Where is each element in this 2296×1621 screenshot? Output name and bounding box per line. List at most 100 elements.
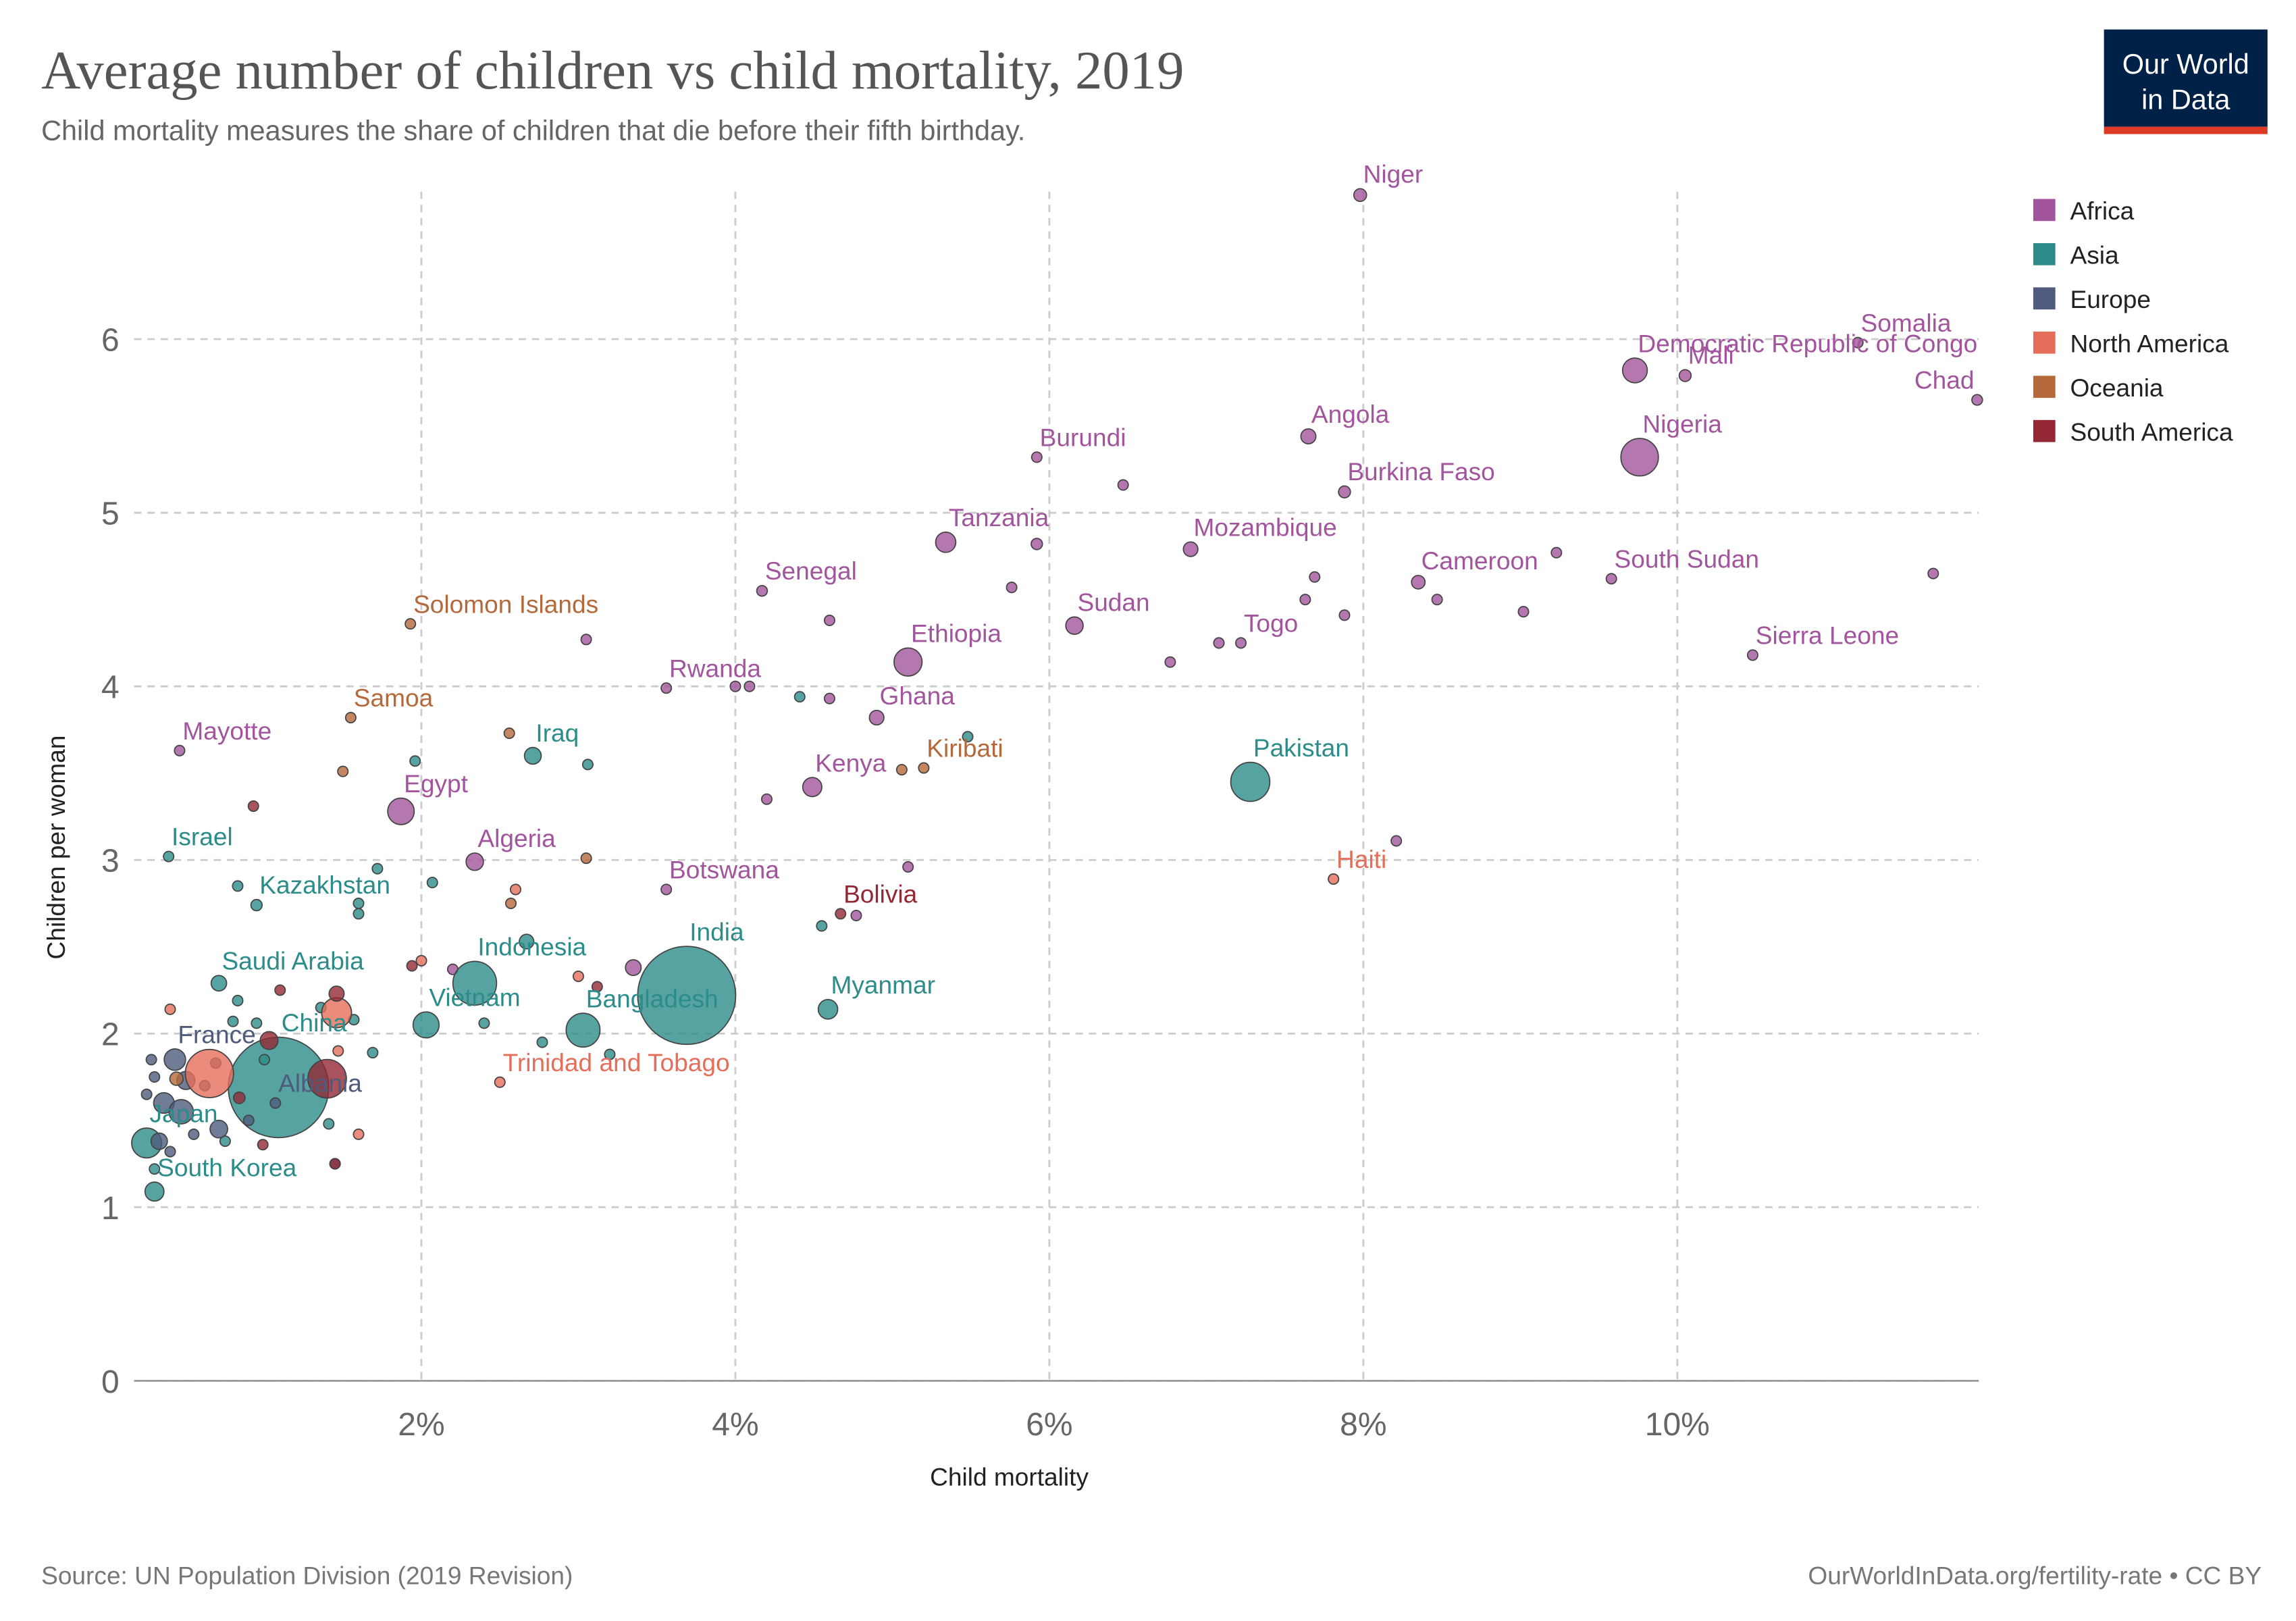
point-label: Mozambique — [1194, 513, 1337, 542]
bubble — [210, 975, 228, 992]
bubble — [802, 777, 823, 798]
bubble — [1550, 546, 1563, 559]
point-label: Bolivia — [843, 880, 918, 908]
bubble — [816, 920, 828, 932]
bubble — [353, 908, 365, 920]
point-label: France — [178, 1020, 255, 1048]
point-label: Albania — [278, 1069, 362, 1098]
bubble — [581, 758, 594, 771]
point-label: Myanmar — [831, 971, 935, 999]
legend-swatch — [2033, 287, 2056, 310]
bubble — [835, 908, 847, 920]
bubble — [150, 1132, 168, 1150]
bubble — [580, 852, 592, 865]
bubble — [1927, 567, 1939, 580]
bubble — [1431, 594, 1443, 606]
bubble — [591, 981, 603, 993]
bubble — [850, 909, 862, 922]
bubble — [604, 1048, 616, 1060]
bubble — [426, 877, 438, 889]
bubble — [1300, 428, 1317, 445]
bubble — [743, 680, 756, 692]
bubble — [962, 731, 974, 743]
bubble — [823, 692, 835, 704]
point-label: India — [689, 917, 744, 946]
bubble — [572, 970, 584, 982]
bubble — [918, 762, 930, 774]
bubble — [1411, 575, 1426, 590]
point-label: Senegal — [765, 557, 857, 585]
bubble — [729, 680, 741, 692]
point-label: Indonesia — [477, 933, 586, 961]
y-tick-label: 2 — [101, 1017, 120, 1053]
bubble — [494, 1076, 506, 1088]
legend-label: Europe — [2070, 285, 2151, 313]
bubble — [232, 994, 244, 1006]
bubble — [163, 850, 175, 863]
y-tick-label: 4 — [101, 670, 120, 706]
bubble — [756, 585, 768, 597]
bubble — [344, 711, 357, 723]
bubble — [580, 634, 592, 646]
bubble — [269, 1097, 282, 1109]
point-label: Chad — [1914, 366, 1975, 394]
grid: 2% 4% 6% 8% 10% 0 1 2 3 4 5 6 — [101, 191, 1979, 1443]
point-label: Pakistan — [1253, 734, 1349, 762]
point-label: Sierra Leone — [1756, 621, 1899, 650]
bubble — [232, 1091, 246, 1104]
y-tick-label: 3 — [101, 844, 120, 879]
bubble — [169, 1071, 184, 1086]
point-label: South Sudan — [1615, 544, 1759, 573]
bubble — [307, 1058, 347, 1099]
legend-swatch — [2033, 331, 2056, 354]
point-label: Saudi Arabia — [221, 947, 364, 975]
bubble — [523, 746, 542, 765]
point-label: Mayotte — [182, 717, 271, 745]
bubble — [164, 1003, 176, 1015]
bubble — [251, 1017, 263, 1029]
point-label: Mali — [1688, 341, 1734, 369]
bubble — [1030, 451, 1043, 463]
bubble — [329, 1158, 341, 1170]
logo-bar — [2104, 126, 2268, 134]
point-label: Democratic Republic of Congo — [1638, 329, 1977, 357]
bubble — [149, 1163, 161, 1175]
y-tick-label: 6 — [101, 323, 120, 359]
point-label: Burkina Faso — [1347, 457, 1494, 486]
bubble — [323, 1118, 335, 1130]
source: Source: UN Population Division (2019 Rev… — [41, 1561, 573, 1589]
bubble — [895, 764, 908, 776]
bubble — [409, 755, 421, 767]
point-label: Haiti — [1336, 845, 1386, 873]
bubble — [258, 1054, 271, 1066]
point-label: Togo — [1244, 609, 1298, 638]
bubble — [1353, 188, 1367, 203]
bubble — [478, 1017, 490, 1029]
bubble — [149, 1071, 161, 1083]
bubble — [465, 852, 484, 871]
bubble — [1605, 573, 1617, 585]
x-tick-label: 6% — [1026, 1407, 1072, 1443]
legend-label: Oceania — [2070, 374, 2163, 402]
bubble — [415, 954, 427, 967]
logo-text: Our World — [2122, 48, 2249, 80]
bubble — [1338, 485, 1351, 498]
bubble — [1065, 616, 1084, 635]
bubble — [868, 709, 885, 726]
point-label: Somalia — [1861, 309, 1952, 337]
bubble — [823, 615, 835, 627]
bubble — [219, 1135, 231, 1148]
bubble — [1678, 369, 1692, 382]
y-axis-label: Children per woman — [42, 736, 70, 960]
x-axis-label: Child mortality — [930, 1462, 1089, 1491]
legend-label: Asia — [2070, 241, 2119, 269]
bubble — [412, 1011, 440, 1039]
bubble — [1620, 438, 1659, 477]
bubble — [188, 1128, 200, 1140]
bubble — [1390, 835, 1403, 847]
logo-box — [2104, 29, 2268, 127]
bubble — [257, 1139, 269, 1151]
bubble — [1517, 606, 1530, 618]
bubble — [405, 618, 417, 630]
point-label: Kazakhstan — [259, 871, 390, 899]
